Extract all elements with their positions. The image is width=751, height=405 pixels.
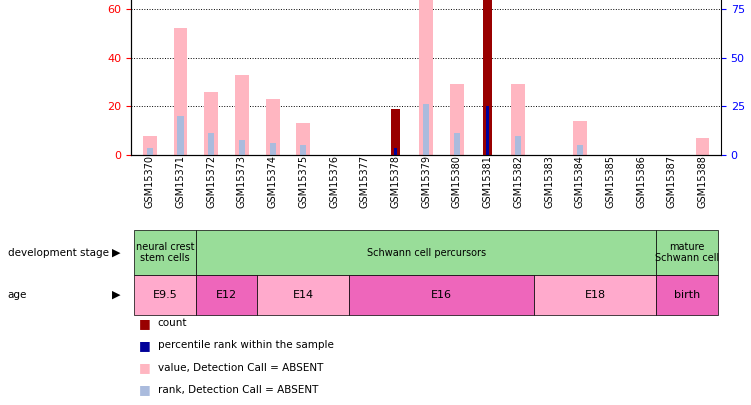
Bar bbox=[270, 143, 276, 155]
Bar bbox=[656, 230, 718, 275]
Text: GSM15385: GSM15385 bbox=[605, 155, 615, 208]
Bar bbox=[204, 92, 219, 155]
Bar bbox=[266, 99, 279, 155]
Text: ■: ■ bbox=[139, 339, 151, 352]
Bar bbox=[423, 104, 430, 155]
Text: GSM15387: GSM15387 bbox=[667, 155, 677, 208]
Text: development stage: development stage bbox=[8, 247, 108, 258]
Text: neural crest
stem cells: neural crest stem cells bbox=[136, 242, 195, 263]
Text: GSM15384: GSM15384 bbox=[575, 155, 585, 208]
Text: E12: E12 bbox=[216, 290, 237, 300]
Bar bbox=[695, 138, 710, 155]
Bar bbox=[196, 275, 258, 315]
Text: GSM15386: GSM15386 bbox=[636, 155, 646, 208]
Bar bbox=[134, 230, 196, 275]
Bar bbox=[577, 145, 583, 155]
Text: GSM15383: GSM15383 bbox=[544, 155, 554, 208]
Text: GSM15377: GSM15377 bbox=[360, 155, 369, 208]
Text: ■: ■ bbox=[139, 384, 151, 396]
Bar bbox=[419, 0, 433, 155]
Text: GSM15380: GSM15380 bbox=[452, 155, 462, 208]
Text: GSM15388: GSM15388 bbox=[698, 155, 707, 208]
Text: GSM15382: GSM15382 bbox=[513, 155, 523, 208]
Text: E9.5: E9.5 bbox=[152, 290, 177, 300]
Text: age: age bbox=[8, 290, 27, 300]
Bar bbox=[484, 0, 492, 155]
Bar bbox=[208, 133, 214, 155]
Bar bbox=[454, 133, 460, 155]
Text: mature
Schwann cell: mature Schwann cell bbox=[655, 242, 719, 263]
Bar bbox=[349, 275, 534, 315]
Bar bbox=[177, 116, 184, 155]
Text: percentile rank within the sample: percentile rank within the sample bbox=[158, 340, 333, 350]
Bar bbox=[146, 148, 153, 155]
Bar bbox=[394, 148, 397, 155]
Bar bbox=[173, 28, 188, 155]
Bar bbox=[297, 123, 310, 155]
Bar bbox=[143, 136, 157, 155]
Text: GSM15374: GSM15374 bbox=[267, 155, 278, 208]
Bar bbox=[235, 75, 249, 155]
Text: GSM15381: GSM15381 bbox=[483, 155, 493, 208]
Text: E18: E18 bbox=[584, 290, 605, 300]
Text: count: count bbox=[158, 318, 187, 328]
Text: GSM15372: GSM15372 bbox=[207, 155, 216, 208]
Text: ■: ■ bbox=[139, 317, 151, 330]
Bar bbox=[300, 145, 306, 155]
Bar bbox=[511, 84, 525, 155]
Bar bbox=[573, 121, 587, 155]
Text: Schwann cell percursors: Schwann cell percursors bbox=[366, 247, 486, 258]
Bar bbox=[515, 136, 521, 155]
Text: E16: E16 bbox=[431, 290, 452, 300]
Text: GSM15376: GSM15376 bbox=[329, 155, 339, 208]
Bar bbox=[391, 109, 400, 155]
Bar bbox=[239, 141, 245, 155]
Bar bbox=[534, 275, 656, 315]
Text: ■: ■ bbox=[139, 361, 151, 374]
Bar bbox=[134, 275, 196, 315]
Text: E14: E14 bbox=[293, 290, 314, 300]
Bar bbox=[656, 275, 718, 315]
Text: ▶: ▶ bbox=[112, 290, 121, 300]
Text: GSM15375: GSM15375 bbox=[298, 155, 309, 208]
Text: ▶: ▶ bbox=[112, 247, 121, 258]
Text: GSM15370: GSM15370 bbox=[145, 155, 155, 208]
Text: birth: birth bbox=[674, 290, 701, 300]
Bar bbox=[450, 84, 464, 155]
Text: GSM15371: GSM15371 bbox=[176, 155, 185, 208]
Bar bbox=[196, 230, 656, 275]
Text: rank, Detection Call = ABSENT: rank, Detection Call = ABSENT bbox=[158, 385, 318, 395]
Bar bbox=[486, 106, 490, 155]
Text: GSM15373: GSM15373 bbox=[237, 155, 247, 208]
Text: GSM15379: GSM15379 bbox=[421, 155, 431, 208]
Text: value, Detection Call = ABSENT: value, Detection Call = ABSENT bbox=[158, 362, 323, 373]
Text: GSM15378: GSM15378 bbox=[391, 155, 400, 208]
Bar bbox=[484, 106, 490, 155]
Bar bbox=[258, 275, 349, 315]
